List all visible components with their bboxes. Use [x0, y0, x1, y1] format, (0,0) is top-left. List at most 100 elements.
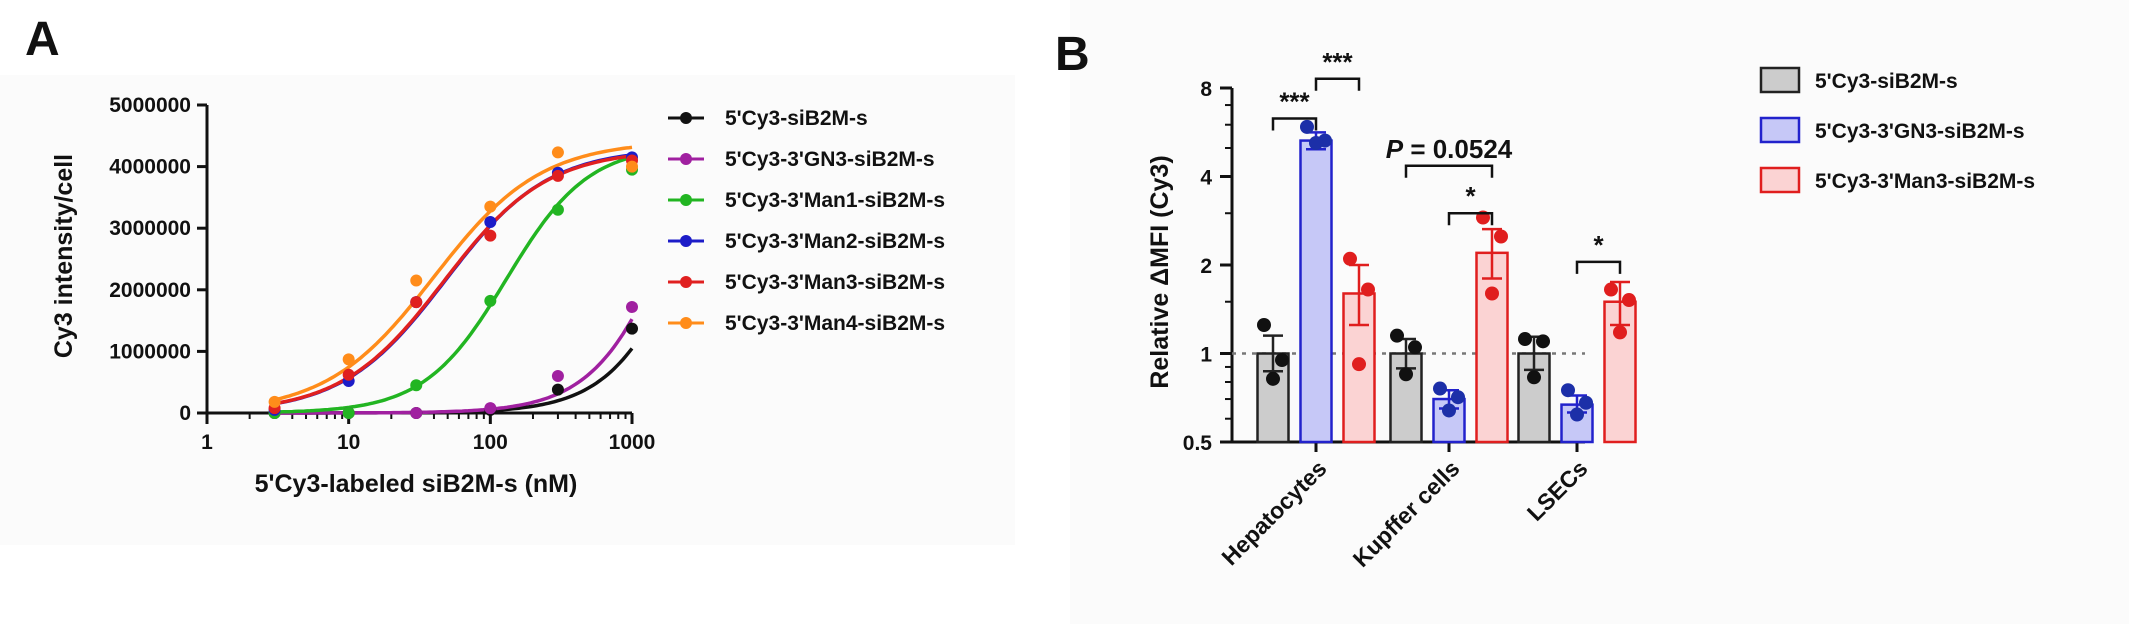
replicate-point: [1570, 407, 1584, 422]
data-point: [484, 200, 497, 213]
y-tick-b: 0.5: [1183, 432, 1232, 455]
legend-label-b: 5'Cy3-3'GN3-siB2M-s: [1815, 120, 2025, 143]
category-label: LSECs: [1522, 455, 1593, 526]
p-symbol: P: [1386, 134, 1404, 164]
replicate-point: [1622, 293, 1636, 308]
significance-label: P = 0.0524: [1386, 134, 1513, 164]
replicate-point: [1613, 325, 1627, 340]
legend-swatch-b: [1759, 66, 1801, 94]
fit-curve: [274, 155, 633, 414]
replicate-point: [1604, 282, 1618, 297]
y-tick-label: 2000000: [109, 279, 191, 302]
x-tick-label: 100: [473, 431, 508, 454]
data-point: [342, 353, 355, 366]
panel-b-background: [1070, 0, 2129, 624]
replicate-point: [1408, 340, 1422, 355]
p-value: = 0.0524: [1403, 134, 1513, 164]
y-tick-b: 2: [1200, 255, 1232, 278]
category-label: Kupffer cells: [1348, 455, 1465, 572]
panel-a-background: [0, 75, 1015, 545]
legend-label: 5'Cy3-siB2M-s: [725, 107, 868, 130]
data-point: [551, 383, 564, 396]
replicate-point: [1275, 353, 1289, 368]
y-tick-label-b: 4: [1200, 167, 1212, 190]
category-label: Hepatocytes: [1216, 455, 1331, 570]
y-tick: 1000000: [109, 340, 207, 363]
panel-a-letter: A: [25, 13, 60, 66]
replicate-point: [1361, 282, 1375, 297]
legend-label: 5'Cy3-3'Man3-siB2M-s: [725, 271, 945, 294]
y-tick-label: 5000000: [109, 94, 191, 117]
fit-curve: [274, 145, 633, 402]
legend-label: 5'Cy3-3'Man4-siB2M-s: [725, 312, 945, 335]
x-tick-label: 10: [337, 431, 360, 454]
y-tick-label: 3000000: [109, 217, 191, 240]
replicate-point: [1442, 403, 1456, 418]
data-point: [410, 407, 423, 419]
data-point: [342, 407, 355, 419]
fit-curve: [274, 154, 633, 406]
replicate-point: [1579, 395, 1593, 410]
replicate-point: [1451, 390, 1465, 405]
y-tick-b: 1: [1200, 344, 1232, 367]
y-tick-b: 4: [1200, 167, 1232, 190]
panel-b-letter: B: [1055, 28, 1090, 81]
data-point: [626, 160, 638, 173]
data-point: [626, 301, 638, 314]
significance-bracket: [1447, 211, 1494, 226]
significance-label: *: [1593, 230, 1604, 260]
replicate-point: [1494, 229, 1508, 244]
legend-marker: [680, 194, 692, 206]
data-point: [551, 203, 564, 216]
data-point: [551, 146, 564, 159]
y-tick-label: 4000000: [109, 156, 191, 179]
replicate-point: [1352, 357, 1366, 372]
significance-bracket: [1271, 117, 1318, 131]
legend-swatch-b: [1759, 166, 1801, 194]
x-tick: 1: [201, 413, 213, 454]
x-tick-label: 1: [201, 431, 213, 454]
panel-a-dose-response-chart: A 0 1000000 2000000 3000000 4000000 5000000 1 1…: [25, 13, 945, 498]
y-axis-title-b: Relative ΔMFI (Cy3): [1146, 155, 1174, 388]
replicate-point: [1518, 332, 1532, 347]
significance-bracket: [1314, 77, 1361, 91]
data-point: [484, 229, 497, 242]
replicate-point: [1343, 251, 1357, 266]
legend-label: 5'Cy3-3'Man1-siB2M-s: [725, 189, 945, 212]
replicate-point: [1433, 381, 1447, 396]
y-tick: 4000000: [109, 156, 207, 179]
y-tick: 3000000: [109, 217, 207, 240]
y-axis-title: Cy3 intensity/cell: [50, 154, 78, 358]
data-point: [410, 296, 423, 309]
y-tick-b: 8: [1200, 78, 1232, 101]
legend-b: 5'Cy3-siB2M-s 5'Cy3-3'GN3-siB2M-s 5'Cy3-3'…: [1759, 66, 2035, 194]
replicate-point: [1257, 318, 1271, 333]
y-tick: 0: [179, 402, 207, 425]
legend-label-b: 5'Cy3-3'Man3-siB2M-s: [1815, 170, 2035, 193]
data-point: [410, 274, 423, 287]
significance-label: ***: [1279, 87, 1310, 117]
x-axis-title: 5'Cy3-labeled siB2M-s (nM): [255, 470, 578, 498]
x-tick-label: 1000: [609, 431, 656, 454]
data-point: [626, 322, 638, 335]
replicate-point: [1399, 367, 1413, 382]
y-tick-label-b: 2: [1200, 255, 1212, 278]
legend-marker: [680, 235, 692, 247]
y-tick-label-b: 8: [1200, 78, 1212, 101]
replicate-point: [1527, 370, 1541, 385]
y-tick-label: 1000000: [109, 340, 191, 363]
data-point: [551, 169, 564, 182]
legend-marker: [680, 317, 692, 329]
legend-label: 5'Cy3-3'GN3-siB2M-s: [725, 148, 935, 171]
data-point: [342, 368, 355, 381]
legend-label: 5'Cy3-3'Man2-siB2M-s: [725, 230, 945, 253]
fit-curve: [274, 318, 634, 415]
bar: [1299, 139, 1333, 444]
y-tick-label-b: 1: [1200, 344, 1212, 367]
x-tick: 1000: [609, 413, 656, 454]
legend-marker: [680, 276, 692, 288]
replicate-point: [1390, 328, 1404, 343]
data-point: [551, 370, 564, 383]
replicate-point: [1266, 371, 1280, 386]
